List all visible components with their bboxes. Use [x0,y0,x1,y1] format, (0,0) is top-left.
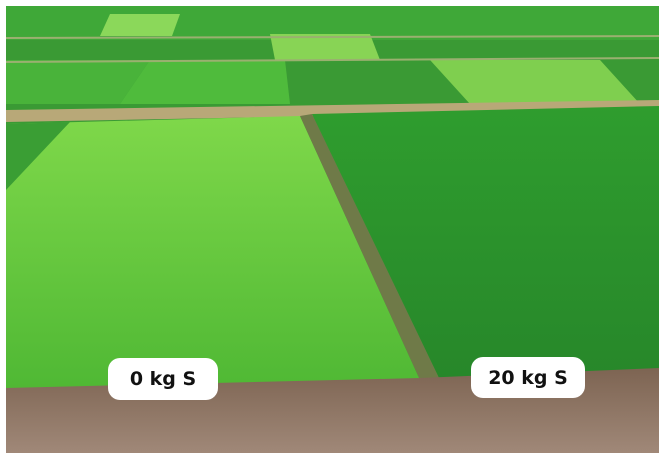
label: 0 kg S [108,358,218,400]
path [6,100,659,122]
far-plot [100,14,180,36]
label: 20 kg S [471,357,585,398]
far-plot [6,60,150,104]
path [5,35,660,39]
plot-0 [6,116,420,390]
furrow [300,114,440,380]
far-plot [120,60,290,104]
plot-20 [312,106,659,380]
far-plot [270,34,380,60]
path [5,57,660,63]
plot-edge [6,122,70,190]
far-plot [430,60,640,104]
